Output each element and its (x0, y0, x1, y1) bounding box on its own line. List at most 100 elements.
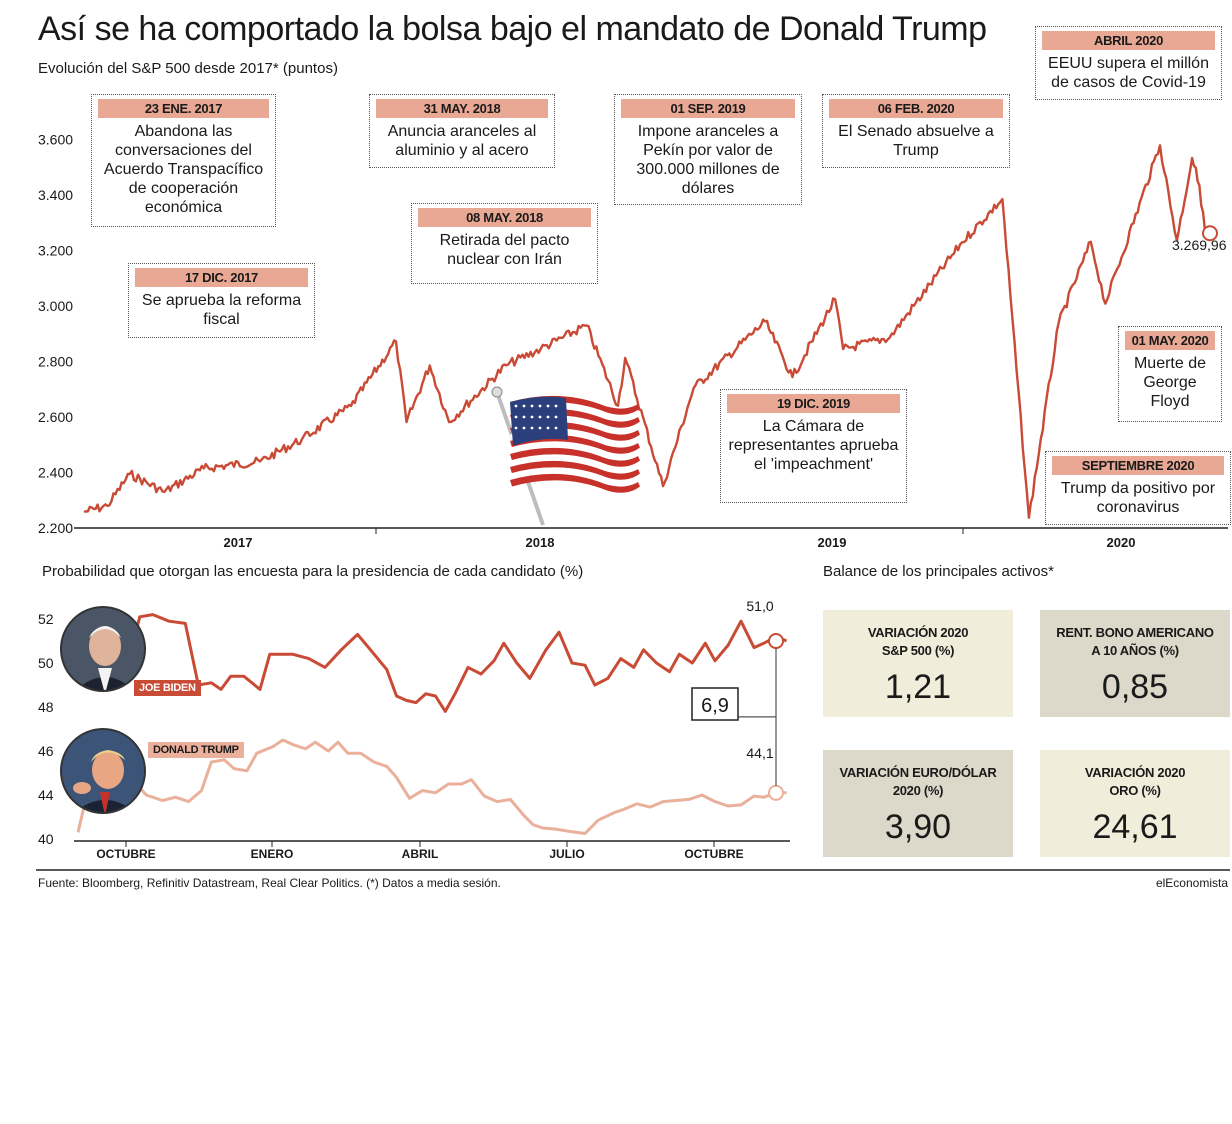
event-date: 31 MAY. 2018 (376, 99, 548, 118)
card-sublabel: A 10 AÑOS (%) (1091, 643, 1179, 658)
event-text: Muerte de George Floyd (1133, 355, 1207, 410)
card-gold: VARIACIÓN 2020 ORO (%) 24,61 (1040, 750, 1230, 857)
y-tick-label: 2.200 (38, 520, 73, 536)
flag-canton (510, 396, 568, 446)
y-tick-label: 2.400 (38, 465, 73, 481)
sp500-series-line (83, 144, 1207, 519)
poll-y-tick-label: 46 (38, 743, 54, 759)
event-text: Trump da positivo por coronavirus (1060, 480, 1216, 516)
event-box: 06 FEB. 2020 El Senado absuelve a Trump (822, 94, 1010, 168)
flag-star (538, 426, 542, 430)
event-box: ABRIL 2020 EEUU supera el millón de casos… (1035, 26, 1222, 100)
x-tick-label: 2018 (526, 535, 555, 550)
event-date: 08 MAY. 2018 (418, 208, 591, 227)
biden-portrait-icon (62, 608, 144, 690)
event-box: 08 MAY. 2018 Retirada del pacto nuclear c… (411, 203, 598, 284)
page-title: Así se ha comportado la bolsa bajo el ma… (38, 10, 987, 48)
assets-title: Balance de los principales activos* (823, 563, 1054, 580)
event-date: 06 FEB. 2020 (829, 99, 1003, 118)
event-text: Retirada del pacto nuclear con Irán (439, 232, 570, 268)
event-box: 01 SEP. 2019 Impone aranceles a Pekín por… (614, 94, 802, 205)
flag-star (522, 404, 526, 408)
event-box: 19 DIC. 2019 La Cámara de representantes … (720, 389, 907, 503)
last-value-marker (1202, 225, 1218, 242)
flag-stripe (510, 441, 640, 461)
trump-series-line (76, 738, 787, 835)
card-eurusd: VARIACIÓN EURO/DÓLAR 2020 (%) 3,90 (823, 750, 1013, 857)
event-date: 23 ENE. 2017 (98, 99, 269, 118)
poll-chart-title: Probabilidad que otorgan las encuesta pa… (42, 563, 584, 580)
trump-portrait-icon (62, 730, 144, 812)
poll-y-tick-label: 50 (38, 655, 54, 671)
flag-star (514, 415, 518, 419)
flag-star (546, 426, 550, 430)
trump-last-marker (768, 784, 784, 801)
x-tick-label: 2019 (818, 535, 847, 550)
card-sublabel: ORO (%) (1109, 783, 1161, 798)
card-sublabel: S&P 500 (%) (881, 643, 955, 658)
event-box: 23 ENE. 2017 Abandona las conversaciones … (91, 94, 276, 227)
biden-tag: JOE BIDEN (134, 680, 201, 696)
x-tick-label: 2020 (1107, 535, 1136, 550)
event-date: 19 DIC. 2019 (727, 394, 900, 413)
event-date: ABRIL 2020 (1042, 31, 1215, 50)
flag-star (514, 404, 518, 408)
event-box: SEPTIEMBRE 2020 Trump da positivo por cor… (1045, 451, 1231, 525)
flag-star (530, 415, 534, 419)
x-tick-label: 2017 (224, 535, 253, 550)
event-date: 01 MAY. 2020 (1125, 331, 1215, 350)
poll-y-tick-label: 44 (38, 787, 54, 803)
flag-star (514, 426, 518, 430)
flag-star (554, 415, 558, 419)
last-value-label: 3.269,96 (1172, 237, 1227, 253)
flag-star (554, 404, 558, 408)
event-box: 31 MAY. 2018 Anuncia aranceles al alumini… (369, 94, 555, 168)
brand-logo: elEconomista (1155, 876, 1228, 890)
poll-y-tick-label: 52 (38, 611, 54, 627)
source-note: Fuente: Bloomberg, Refinitiv Datastream,… (38, 876, 501, 890)
flag-stripe (510, 447, 640, 467)
flag-star (546, 404, 550, 408)
card-value: 1,21 (884, 668, 952, 706)
flag-star (522, 415, 526, 419)
biden-series-line (76, 613, 788, 713)
flag-star (538, 415, 542, 419)
chart-subtitle: Evolución del S&P 500 desde 2017* (punto… (38, 60, 338, 77)
flag-pole-knob (491, 386, 503, 398)
card-label: VARIACIÓN EURO/DÓLAR (839, 765, 997, 780)
card-value: 0,85 (1101, 668, 1169, 706)
poll-x-tick-label: OCTUBRE (684, 847, 743, 861)
poll-x-tick-label: OCTUBRE (96, 847, 155, 861)
y-tick-label: 2.800 (38, 354, 73, 370)
card-sp500: VARIACIÓN 2020 S&P 500 (%) 1,21 (823, 610, 1013, 717)
biden-last-label: 51,0 (746, 598, 773, 614)
poll-y-tick-label: 48 (38, 699, 54, 715)
gap-value: 6,9 (701, 695, 729, 717)
trump-last-label: 44,1 (746, 745, 773, 761)
flag-star (530, 404, 534, 408)
event-text: Se aprueba la reforma fiscal (141, 292, 302, 328)
card-bond: RENT. BONO AMERICANO A 10 AÑOS (%) 0,85 (1040, 610, 1230, 717)
card-value: 24,61 (1092, 808, 1178, 846)
trump-tag: DONALD TRUMP (148, 742, 244, 758)
card-label: VARIACIÓN 2020 (1084, 765, 1186, 780)
flag-stripe (510, 434, 640, 454)
y-tick-label: 3.200 (38, 243, 73, 259)
event-text: Impone aranceles a Pekín por valor de 30… (636, 123, 780, 197)
event-date: 17 DIC. 2017 (135, 268, 308, 287)
flag-stripe (510, 473, 640, 493)
card-label: RENT. BONO AMERICANO (1056, 625, 1214, 640)
trump-avatar (60, 728, 146, 814)
poll-y-tick-label: 40 (38, 831, 54, 847)
event-text: EEUU supera el millón de casos de Covid-… (1048, 55, 1209, 91)
flag-star (522, 426, 526, 430)
poll-x-tick-label: ENERO (251, 847, 294, 861)
event-date: SEPTIEMBRE 2020 (1052, 456, 1224, 475)
biden-avatar (60, 606, 146, 692)
poll-x-tick-label: ABRIL (402, 847, 439, 861)
y-tick-label: 3.600 (38, 132, 73, 148)
event-box: 17 DIC. 2017 Se aprueba la reforma fiscal (128, 263, 315, 338)
y-tick-label: 3.400 (38, 187, 73, 203)
card-value: 3,90 (884, 808, 952, 846)
